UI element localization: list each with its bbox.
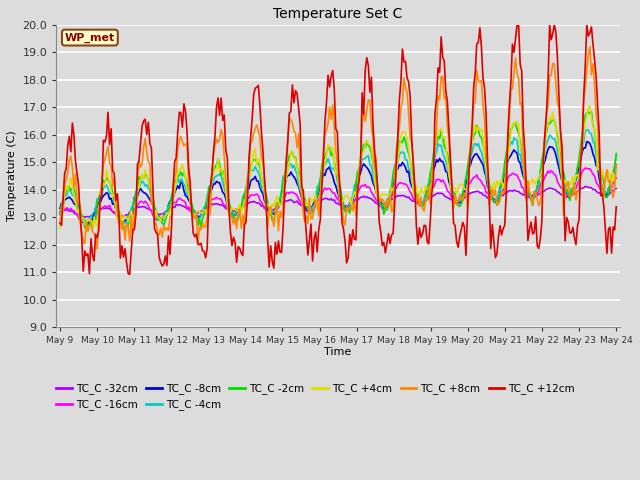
Legend: TC_C -32cm, TC_C -16cm, TC_C -8cm, TC_C -4cm, TC_C -2cm, TC_C +4cm, TC_C +8cm, T: TC_C -32cm, TC_C -16cm, TC_C -8cm, TC_C … xyxy=(52,379,579,415)
X-axis label: Time: Time xyxy=(324,347,352,357)
Y-axis label: Temperature (C): Temperature (C) xyxy=(7,131,17,221)
Title: Temperature Set C: Temperature Set C xyxy=(273,7,403,21)
Text: WP_met: WP_met xyxy=(65,33,115,43)
